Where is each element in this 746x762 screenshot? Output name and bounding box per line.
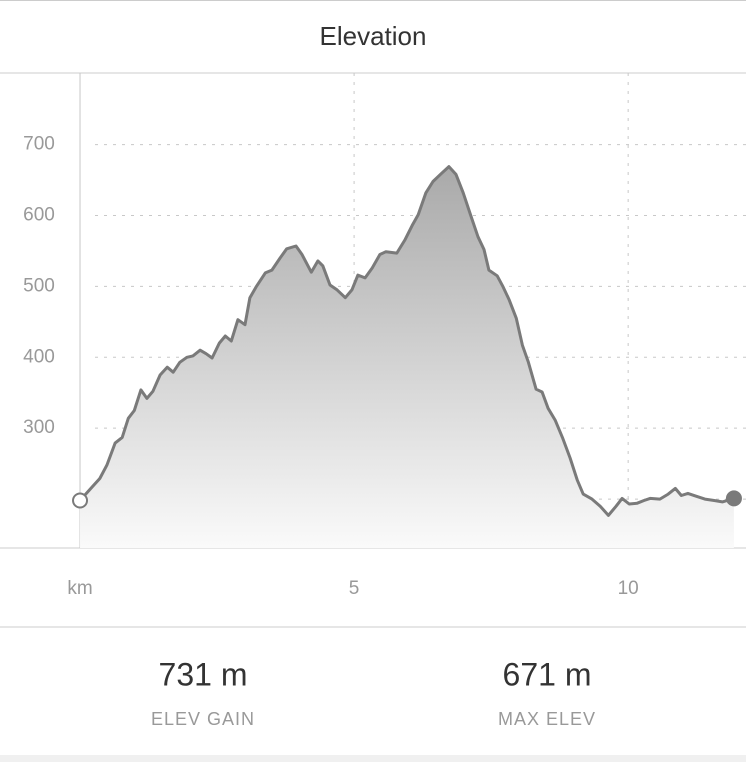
bottom-strip — [0, 755, 746, 762]
plot: 300 400 500 600 700 km 5 10 — [23, 73, 746, 599]
y-tick-label: 700 — [23, 134, 55, 155]
y-tick-label: 500 — [23, 275, 55, 296]
x-tick-label: 10 — [618, 578, 639, 599]
start-marker — [72, 492, 89, 509]
elevation-line — [78, 165, 735, 517]
y-tick-label: 400 — [23, 346, 55, 367]
stat-label: MAX ELEV — [498, 709, 596, 729]
y-tick-label: 600 — [23, 205, 55, 226]
x-tick-label: 5 — [349, 578, 360, 599]
x-tick-label: km — [67, 578, 92, 599]
stat-value: 731 m — [159, 656, 248, 692]
end-marker — [725, 490, 742, 507]
chart-title: Elevation — [320, 21, 427, 51]
y-tick-label: 300 — [23, 417, 55, 438]
area-fill — [80, 166, 734, 548]
stat-value: 671 m — [503, 656, 592, 692]
stat-label: ELEV GAIN — [151, 709, 255, 729]
